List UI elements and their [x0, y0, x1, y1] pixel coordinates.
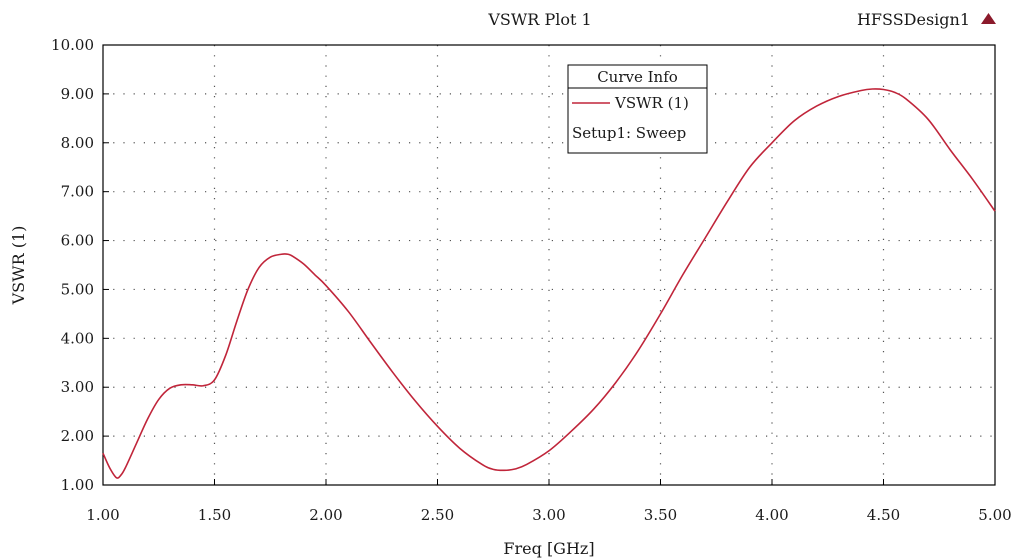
- y-tick-label: 5.00: [61, 280, 94, 298]
- y-tick-label: 7.00: [61, 183, 94, 201]
- series-layer: [102, 88, 996, 479]
- design-name: HFSSDesign1: [857, 10, 970, 29]
- curve-info-legend[interactable]: Curve Info VSWR (1) Setup1: Sweep: [567, 64, 708, 154]
- y-tick-label: 8.00: [61, 134, 94, 152]
- x-axis-title: Freq [GHz]: [503, 539, 594, 558]
- plot-frame: [102, 44, 996, 486]
- x-tick-label: 3.00: [532, 506, 565, 524]
- plot-title: VSWR Plot 1: [487, 10, 591, 29]
- y-tick-label: 6.00: [61, 232, 94, 250]
- y-tick-label: 4.00: [61, 329, 94, 347]
- y-axis-ticks: 1.00 2.00 3.00 4.00 5.00 6.00 7.00 8.00 9.00 10.0…: [51, 36, 109, 494]
- x-tick-label: 1.00: [86, 506, 119, 524]
- design-marker-icon[interactable]: [981, 13, 996, 24]
- x-tick-label: 4.50: [867, 506, 900, 524]
- x-tick-label: 4.00: [755, 506, 788, 524]
- legend-title: Curve Info: [597, 68, 678, 86]
- x-tick-label: 3.50: [644, 506, 677, 524]
- grid: [103, 45, 995, 485]
- legend-series-label: VSWR (1): [614, 94, 689, 112]
- y-tick-label: 9.00: [61, 85, 94, 103]
- series-line-vswr[interactable]: [102, 88, 996, 479]
- x-tick-label: 5.00: [978, 506, 1011, 524]
- y-tick-label: 1.00: [61, 476, 94, 494]
- x-axis-ticks: 1.00 1.50 2.00 2.50 3.00 3.50 4.00 4.50 5.00: [86, 479, 1012, 524]
- y-tick-label: 2.00: [61, 427, 94, 445]
- y-tick-label: 3.00: [61, 378, 94, 396]
- x-tick-label: 2.00: [309, 506, 342, 524]
- x-tick-label: 1.50: [198, 506, 231, 524]
- legend-box: [567, 64, 708, 154]
- x-tick-label: 2.50: [421, 506, 454, 524]
- y-axis-title: VSWR (1): [9, 226, 28, 306]
- y-tick-label: 10.00: [51, 36, 94, 54]
- legend-setup-label: Setup1: Sweep: [572, 124, 686, 142]
